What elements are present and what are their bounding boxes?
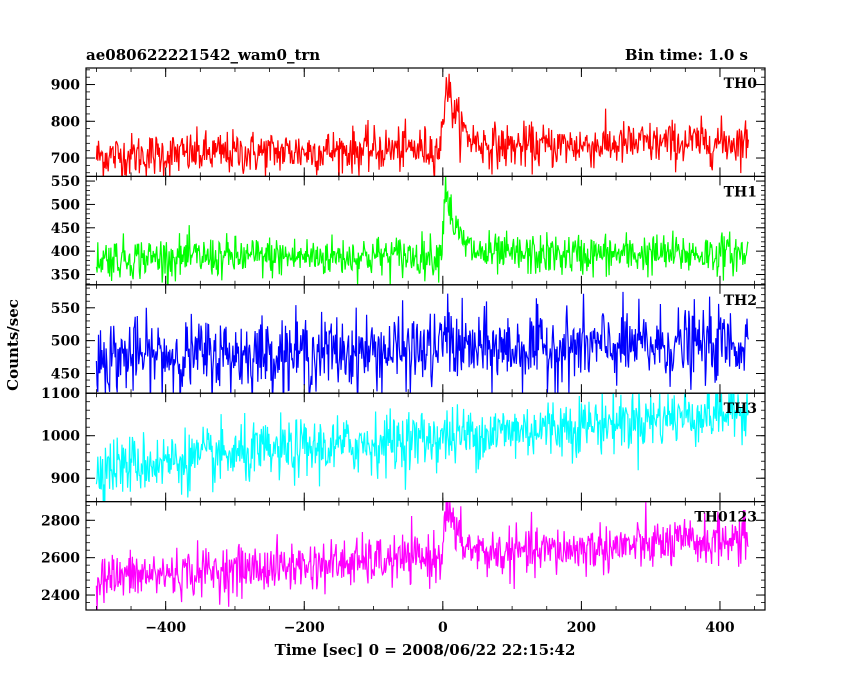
y-tick-label: 400 [51, 244, 80, 260]
y-axis-label: Counts/sec [4, 299, 22, 391]
y-tick-label: 350 [51, 268, 80, 284]
y-tick-label: 2600 [41, 551, 80, 567]
x-tick-label: 400 [705, 620, 734, 636]
x-tick-label: 0 [438, 620, 448, 636]
panel-label-th0123: TH0123 [694, 510, 757, 526]
series-th0123 [95, 501, 749, 611]
y-tick-label: 2800 [41, 513, 80, 529]
panel-th2: 450 500 550 TH2 [51, 284, 766, 394]
chart-title: ae080622221542_wam0_trn [86, 46, 320, 64]
panel-label-th2: TH2 [724, 293, 757, 309]
series-th3 [95, 393, 749, 502]
x-axis-label: Time [sec] 0 = 2008/06/22 22:15:42 [275, 641, 576, 659]
panel-label-th0: TH0 [724, 76, 758, 92]
y-tick-label: 900 [51, 471, 80, 487]
panel-th0: 700 800 900 TH0 [51, 67, 766, 178]
panel-frame [85, 501, 766, 611]
panels-group: 700 800 900 TH0 350 400 450 500 550 TH1 450 500 550 T… [41, 67, 766, 636]
series-th2 [95, 291, 749, 394]
bin-time-label: Bin time: 1.0 s [625, 46, 748, 64]
y-tick-label: 500 [51, 334, 80, 350]
y-tick-label: 1000 [41, 429, 80, 445]
series-th1 [95, 176, 749, 285]
y-tick-label: 1100 [41, 386, 80, 402]
y-tick-label: 550 [51, 301, 80, 317]
panel-th0123: 2400 2600 2800 TH0123 [41, 501, 766, 611]
y-tick-label: 2400 [41, 588, 80, 604]
y-tick-label: 450 [51, 221, 80, 237]
x-tick-label: 200 [567, 620, 596, 636]
panel-th3: 900 1000 1100 TH3 [41, 386, 766, 503]
x-tick-label: −200 [284, 620, 325, 636]
y-tick-label: 450 [51, 366, 80, 382]
y-tick-label: 550 [51, 174, 80, 190]
series-th0 [95, 73, 749, 177]
panel-th1: 350 400 450 500 550 TH1 [51, 174, 766, 286]
panel-label-th3: TH3 [724, 401, 757, 417]
y-tick-label: 700 [51, 151, 80, 167]
panel-label-th1: TH1 [724, 184, 757, 200]
x-tick-label: −400 [145, 620, 186, 636]
y-tick-label: 500 [51, 197, 80, 213]
y-tick-label: 800 [51, 114, 80, 130]
y-tick-label: 900 [51, 78, 80, 94]
